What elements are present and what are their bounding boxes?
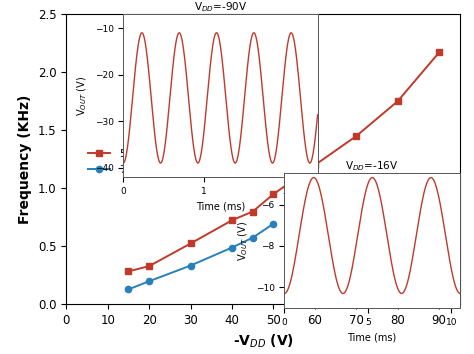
7-Stage [229, 245, 235, 250]
5-Stage [312, 163, 318, 167]
7-Stage [126, 287, 131, 291]
5-Stage [126, 269, 131, 274]
Line: 7-Stage: 7-Stage [125, 221, 276, 292]
5-Stage [436, 50, 442, 55]
7-Stage [146, 279, 152, 283]
Y-axis label: V$_{OUT}$ (V): V$_{OUT}$ (V) [237, 221, 250, 261]
7-Stage [188, 263, 193, 268]
X-axis label: Time (ms): Time (ms) [196, 201, 245, 211]
5-Stage [354, 134, 359, 138]
5-Stage [395, 99, 401, 103]
Y-axis label: V$_{OUT}$ (V): V$_{OUT}$ (V) [75, 75, 89, 116]
7-Stage [271, 222, 276, 226]
5-Stage [271, 192, 276, 196]
5-Stage [188, 241, 193, 246]
5-Stage [229, 218, 235, 222]
Legend: 5-Stage, 7-Stage: 5-Stage, 7-Stage [84, 144, 167, 179]
7-Stage [250, 235, 255, 240]
X-axis label: -V$_{DD}$ (V): -V$_{DD}$ (V) [233, 333, 293, 350]
Line: 5-Stage: 5-Stage [125, 49, 442, 274]
5-Stage [146, 264, 152, 268]
Title: V$_{DD}$=-16V: V$_{DD}$=-16V [346, 160, 399, 173]
Title: V$_{DD}$=-90V: V$_{DD}$=-90V [194, 0, 247, 14]
5-Stage [250, 210, 255, 214]
Y-axis label: Frequency (KHz): Frequency (KHz) [18, 95, 32, 224]
X-axis label: Time (ms): Time (ms) [347, 332, 397, 342]
